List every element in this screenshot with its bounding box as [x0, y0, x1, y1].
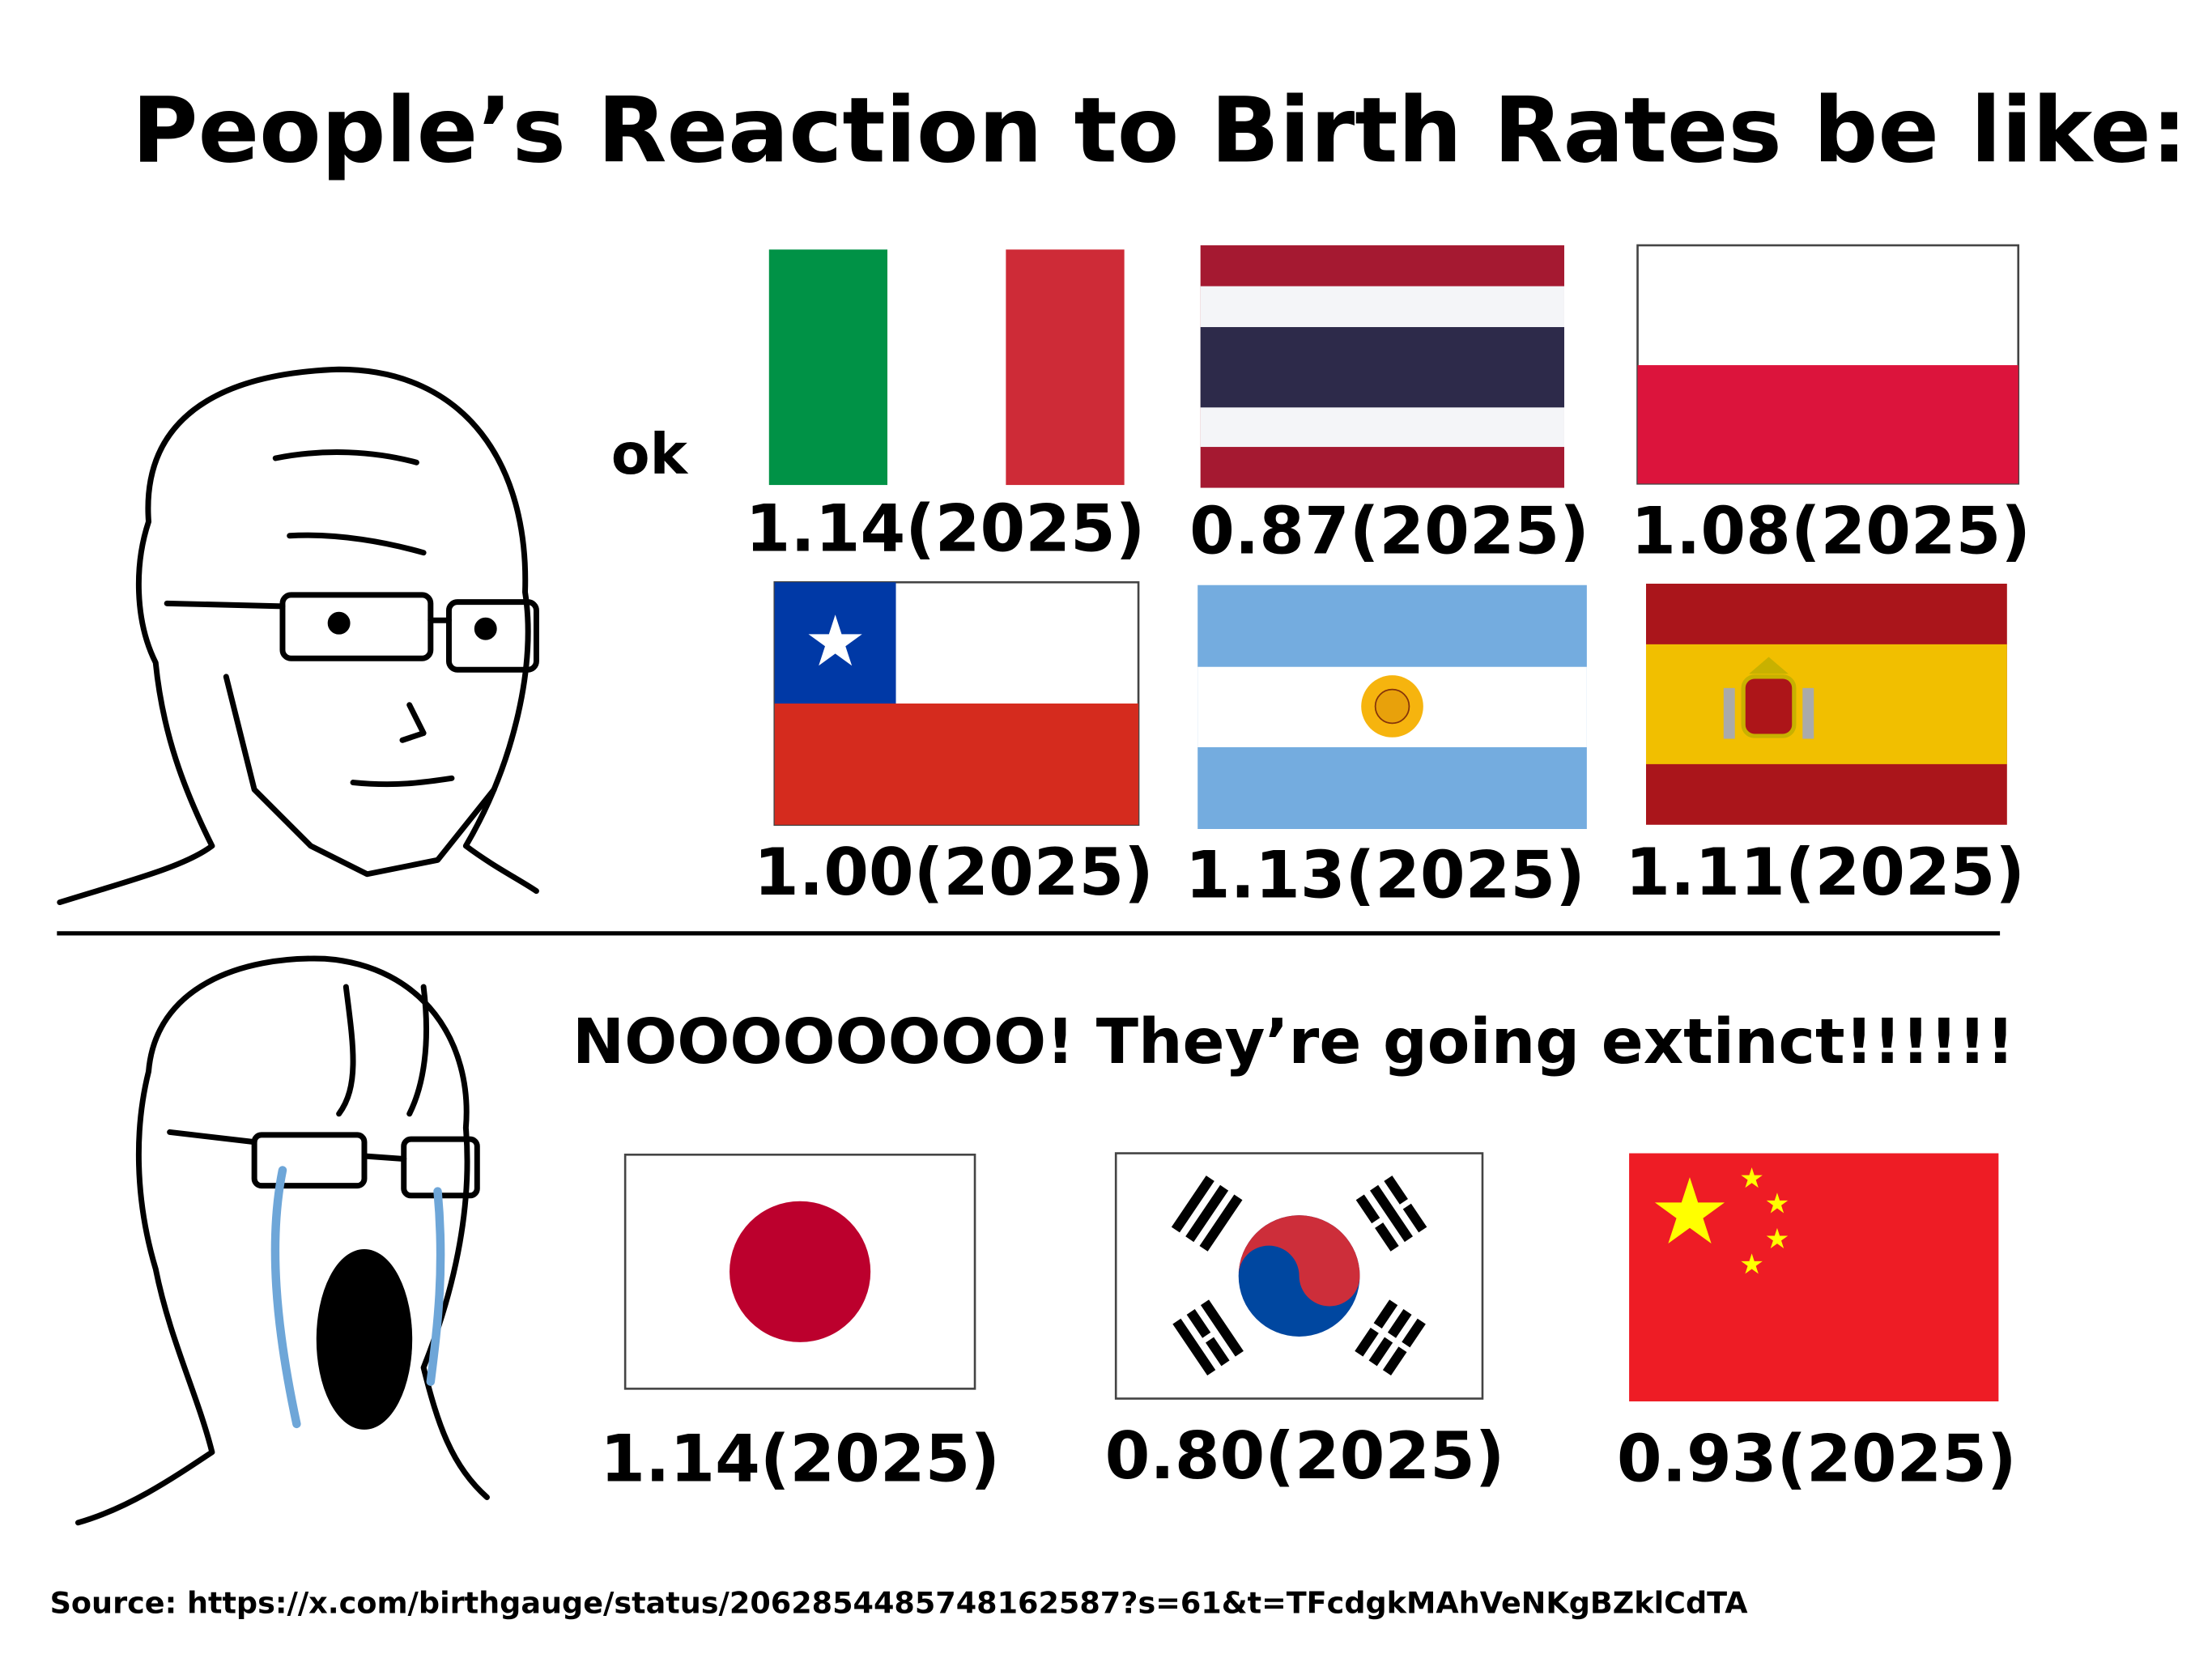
reaction-ok: ok: [611, 422, 689, 487]
flag-spain-part: [1749, 657, 1789, 674]
crying-wojak: [74, 955, 490, 1526]
calm-wojak-part: [445, 599, 539, 673]
flag-thailand: [1200, 245, 1564, 488]
rate-label: 1.11(2025): [1625, 835, 2025, 910]
rate-label: 1.00(2025): [754, 835, 1154, 910]
rate-label: 0.93(2025): [1617, 1422, 2017, 1497]
flag-italy: [768, 249, 1125, 486]
rate-label: 0.87(2025): [1189, 494, 1589, 569]
flag-south-korea-part-part: [1355, 1175, 1427, 1252]
calm-wojak-part: [57, 366, 539, 906]
source: Source: https://x.com/birthgauge/status/…: [50, 1585, 1749, 1620]
reaction-noo: NOOOOOOOO! They’re going extinct!!!!!!: [572, 1006, 2014, 1078]
crying-wojak-part: [270, 1166, 445, 1429]
flag-china-part: [1629, 1153, 1999, 1402]
calm-wojak-part: [279, 592, 434, 661]
calm-wojak-part: [327, 611, 351, 635]
crying-wojak-part: [167, 1129, 407, 1162]
rate-label: 1.13(2025): [1185, 838, 1585, 913]
flag-south-korea-part: [1171, 1175, 1427, 1376]
calm-wojak-part: [350, 702, 455, 788]
flag-chile-part: [774, 704, 1139, 825]
flag-south-korea-part-part-part: [1186, 1309, 1211, 1338]
flag-south-korea-part-part-part: [1402, 1318, 1426, 1348]
flag-japan: [623, 1153, 976, 1390]
calm-wojak-part: [164, 600, 452, 623]
rate-label: 1.08(2025): [1631, 494, 2031, 569]
flag-south-korea-part-part-part: [1370, 1184, 1413, 1243]
rate-label: 1.14(2025): [600, 1422, 1000, 1497]
flag-south-korea-part-part-part: [1171, 1175, 1214, 1233]
flag-poland: [1636, 244, 2020, 485]
rate-labels: 1.14(2025) 0.87(2025) 1.08(2025) 1.00(2025)…: [600, 491, 2031, 1496]
crying-wojak-part: [336, 984, 429, 1117]
flag-italy-part: [887, 249, 1006, 486]
flag-south-korea-part-part-part: [1200, 1299, 1244, 1357]
crying-wojak-part: [74, 955, 490, 1526]
flag-south-korea-part-part-part: [1206, 1337, 1230, 1367]
flag-south-korea: [1114, 1152, 1484, 1400]
flag-poland-part: [1637, 365, 2018, 484]
crying-wojak-part: [251, 1132, 368, 1189]
flag-south-korea-part-part-part: [1199, 1194, 1243, 1252]
flag-argentina: [1197, 585, 1587, 829]
rate-label: 0.80(2025): [1105, 1418, 1505, 1494]
flag-italy-part: [1006, 249, 1125, 486]
flag-spain: [1645, 583, 2007, 825]
flag-japan-part: [730, 1201, 871, 1342]
flag-spain-part: [1802, 687, 1814, 739]
flag-spain-part: [1741, 674, 1797, 738]
flag-south-korea-part-part-part: [1355, 1327, 1379, 1357]
calm-wojak-part: [223, 674, 497, 878]
flag-south-korea-part-part-part: [1387, 1309, 1412, 1338]
flag-south-korea-part-part-part: [1382, 1346, 1407, 1376]
flag-south-korea-part-part-part: [1355, 1194, 1380, 1224]
flag-south-korea-part-part-part: [1185, 1184, 1229, 1243]
flag-china: [1629, 1153, 1999, 1402]
calm-wojak-part: [474, 617, 497, 640]
flag-spain-part: [1723, 687, 1735, 739]
flag-italy-part: [768, 249, 888, 486]
flag-south-korea-part-part: [1355, 1299, 1426, 1376]
flag-south-korea-part-part-part: [1368, 1337, 1393, 1367]
flag-south-korea-part-part: [1172, 1299, 1244, 1376]
title: People’s Reaction to Birth Rates be like…: [132, 79, 2188, 184]
flag-south-korea-part-part-part: [1375, 1222, 1399, 1252]
calm-wojak: [57, 366, 539, 906]
flag-south-korea-part: [1238, 1215, 1360, 1307]
calm-wojak-part: [272, 449, 427, 556]
flag-south-korea-part-part: [1171, 1175, 1243, 1252]
flag-chile: [773, 580, 1140, 827]
flag-south-korea-part-part-part: [1373, 1299, 1398, 1329]
flag-south-korea-part-part-part: [1402, 1203, 1427, 1233]
flag-south-korea-part-part-part: [1172, 1318, 1216, 1376]
crying-wojak-part: [316, 1248, 413, 1430]
rate-label: 1.14(2025): [746, 491, 1146, 566]
flag-thailand-part: [1200, 327, 1564, 408]
flag-spain-part: [1645, 644, 2007, 764]
flag-argentina-part: [1374, 688, 1410, 725]
flag-south-korea-part-part-part: [1384, 1175, 1408, 1205]
